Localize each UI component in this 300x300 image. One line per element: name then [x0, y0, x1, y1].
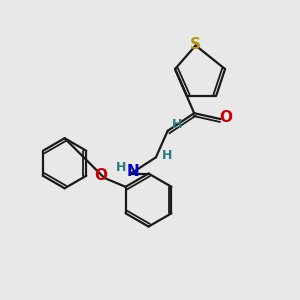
Text: N: N — [127, 164, 140, 179]
Text: H: H — [116, 161, 127, 174]
Text: S: S — [190, 38, 201, 52]
Text: O: O — [94, 168, 107, 183]
Text: O: O — [220, 110, 232, 125]
Text: H: H — [162, 149, 172, 162]
Text: H: H — [172, 118, 182, 131]
